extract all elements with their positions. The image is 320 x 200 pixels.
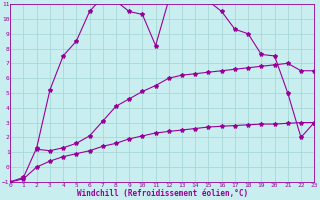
X-axis label: Windchill (Refroidissement éolien,°C): Windchill (Refroidissement éolien,°C) <box>77 189 248 198</box>
